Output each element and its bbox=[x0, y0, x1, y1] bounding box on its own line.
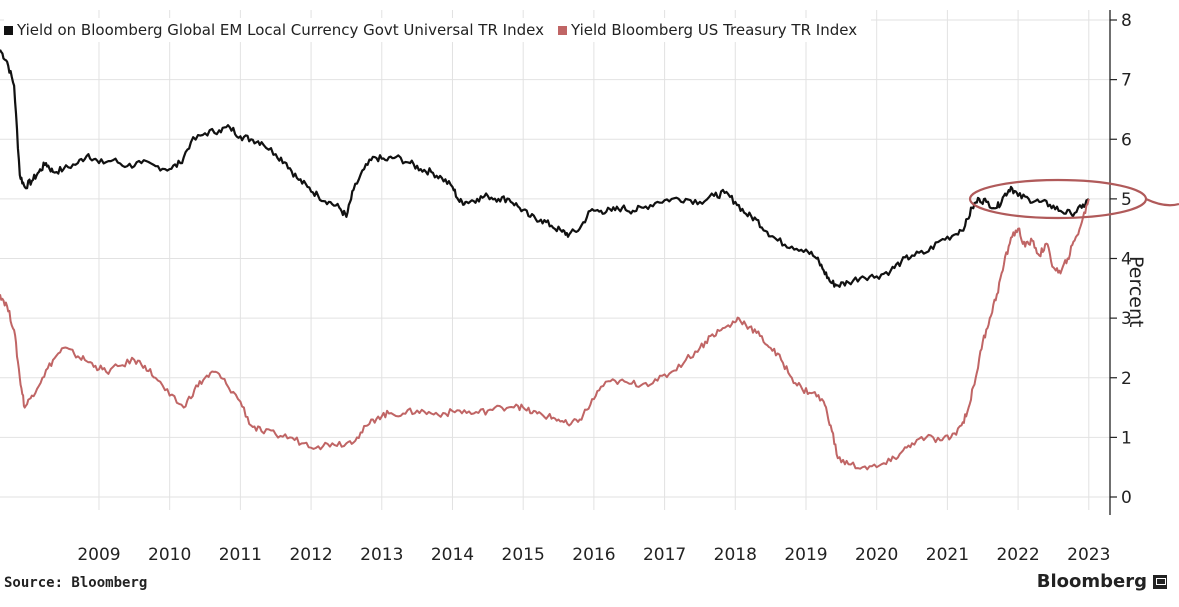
legend-swatch-em bbox=[4, 25, 13, 35]
legend-label-em: Yield on Bloomberg Global EM Local Curre… bbox=[17, 21, 544, 39]
x-tick-label-2012: 2012 bbox=[289, 545, 332, 565]
series-lines bbox=[0, 49, 1090, 471]
y-tick-label-3: 3 bbox=[1121, 309, 1132, 329]
legend: Yield on Bloomberg Global EM Local Curre… bbox=[4, 18, 872, 42]
brand-name: Bloomberg bbox=[1036, 571, 1147, 592]
bloomberg-terminal-icon bbox=[1153, 574, 1167, 589]
x-tick-label-2018: 2018 bbox=[714, 545, 757, 565]
legend-item-ust: Yield Bloomberg US Treasury TR Index bbox=[557, 21, 858, 39]
x-tick-label-2010: 2010 bbox=[148, 545, 191, 565]
y-tick-label-7: 7 bbox=[1121, 71, 1132, 91]
x-tick-label-2011: 2011 bbox=[219, 545, 262, 565]
y-tick-label-2: 2 bbox=[1121, 369, 1132, 389]
x-tick-label-2016: 2016 bbox=[572, 545, 615, 565]
y-axis-title: Percent bbox=[1125, 256, 1147, 328]
y-axis: 0 1 2 3 4 5 6 7 8 bbox=[1109, 10, 1132, 515]
legend-swatch-ust bbox=[557, 25, 567, 35]
y-tick-label-1: 1 bbox=[1121, 428, 1132, 448]
brand-logo: Bloomberg bbox=[1037, 571, 1167, 592]
series-line-1 bbox=[0, 198, 1090, 471]
x-tick-label-2009: 2009 bbox=[77, 545, 120, 565]
legend-item-em: Yield on Bloomberg Global EM Local Curre… bbox=[4, 21, 544, 39]
x-axis: 2009 2010 2011 2012 2013 2014 2015 2016 2017 2018… bbox=[77, 545, 1110, 565]
y-tick-label-0: 0 bbox=[1121, 488, 1132, 508]
y-tick-label-8: 8 bbox=[1121, 11, 1132, 31]
x-tick-label-2023: 2023 bbox=[1067, 545, 1110, 565]
x-tick-label-2019: 2019 bbox=[784, 545, 827, 565]
x-tick-label-2020: 2020 bbox=[855, 545, 898, 565]
x-tick-label-2015: 2015 bbox=[502, 545, 545, 565]
source-note: Source: Bloomberg bbox=[4, 575, 148, 591]
highlight-ellipse-tail bbox=[1145, 198, 1179, 207]
legend-label-ust: Yield Bloomberg US Treasury TR Index bbox=[570, 21, 858, 39]
y-tick-label-4: 4 bbox=[1121, 250, 1132, 270]
series-line-0 bbox=[0, 49, 1090, 288]
grid-lines bbox=[0, 10, 1110, 510]
x-tick-label-2014: 2014 bbox=[431, 545, 474, 565]
x-tick-label-2022: 2022 bbox=[996, 545, 1039, 565]
y-tick-label-6: 6 bbox=[1121, 130, 1132, 150]
x-tick-label-2021: 2021 bbox=[926, 545, 969, 565]
x-tick-label-2017: 2017 bbox=[643, 545, 686, 565]
y-tick-label-5: 5 bbox=[1121, 190, 1132, 210]
x-tick-label-2013: 2013 bbox=[360, 545, 403, 565]
